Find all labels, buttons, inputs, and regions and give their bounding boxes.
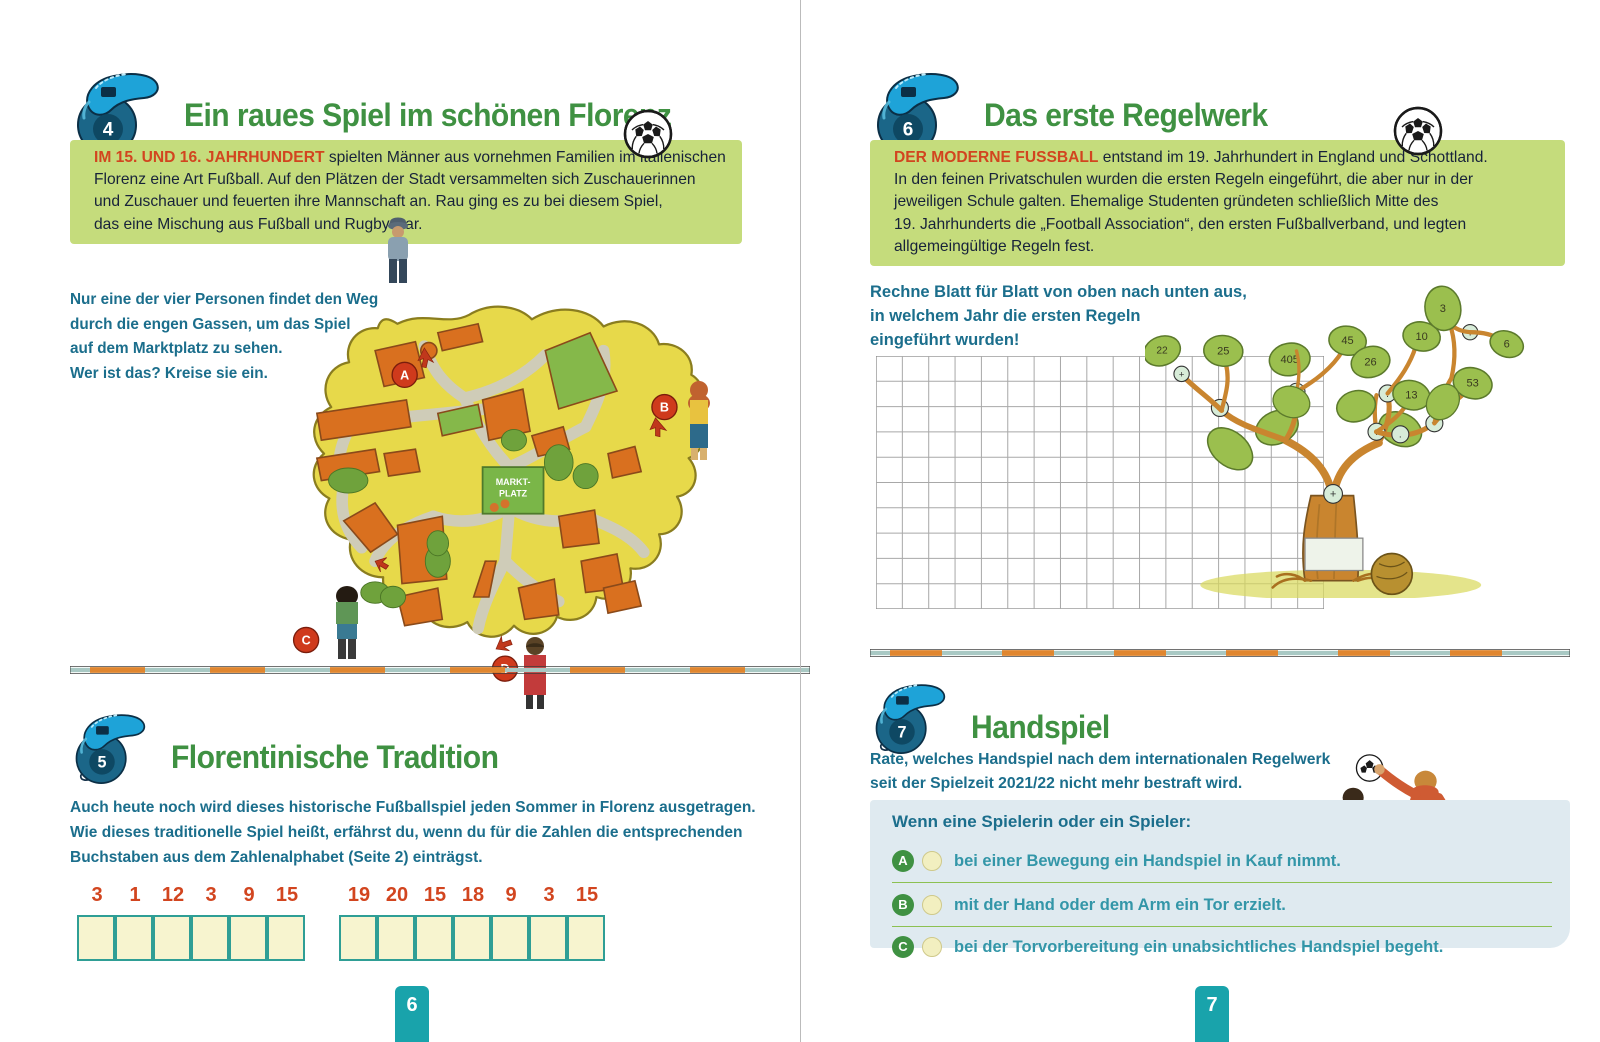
svg-text:6: 6	[1504, 339, 1510, 351]
svg-text:26: 26	[1364, 356, 1376, 368]
svg-text:.: .	[1399, 430, 1402, 441]
svg-text:53: 53	[1467, 378, 1479, 390]
svg-text:10: 10	[1415, 331, 1427, 343]
svg-text:C: C	[302, 633, 311, 647]
svg-text:7: 7	[898, 723, 907, 741]
svg-text:+: +	[1330, 488, 1336, 500]
svg-text:22: 22	[1156, 345, 1168, 356]
svg-text:45: 45	[1341, 335, 1353, 347]
svg-text:25: 25	[1217, 345, 1229, 357]
svg-text:6: 6	[903, 120, 914, 141]
svg-text:B: B	[660, 401, 669, 415]
svg-text:5: 5	[98, 753, 107, 771]
svg-text:A: A	[400, 368, 409, 382]
svg-text:4: 4	[103, 120, 114, 141]
svg-text:+: +	[1179, 369, 1184, 379]
svg-text:MARKT-: MARKT-	[496, 477, 531, 487]
svg-text:PLATZ: PLATZ	[499, 489, 528, 499]
svg-text:13: 13	[1405, 390, 1417, 402]
svg-text:3: 3	[1440, 303, 1446, 315]
